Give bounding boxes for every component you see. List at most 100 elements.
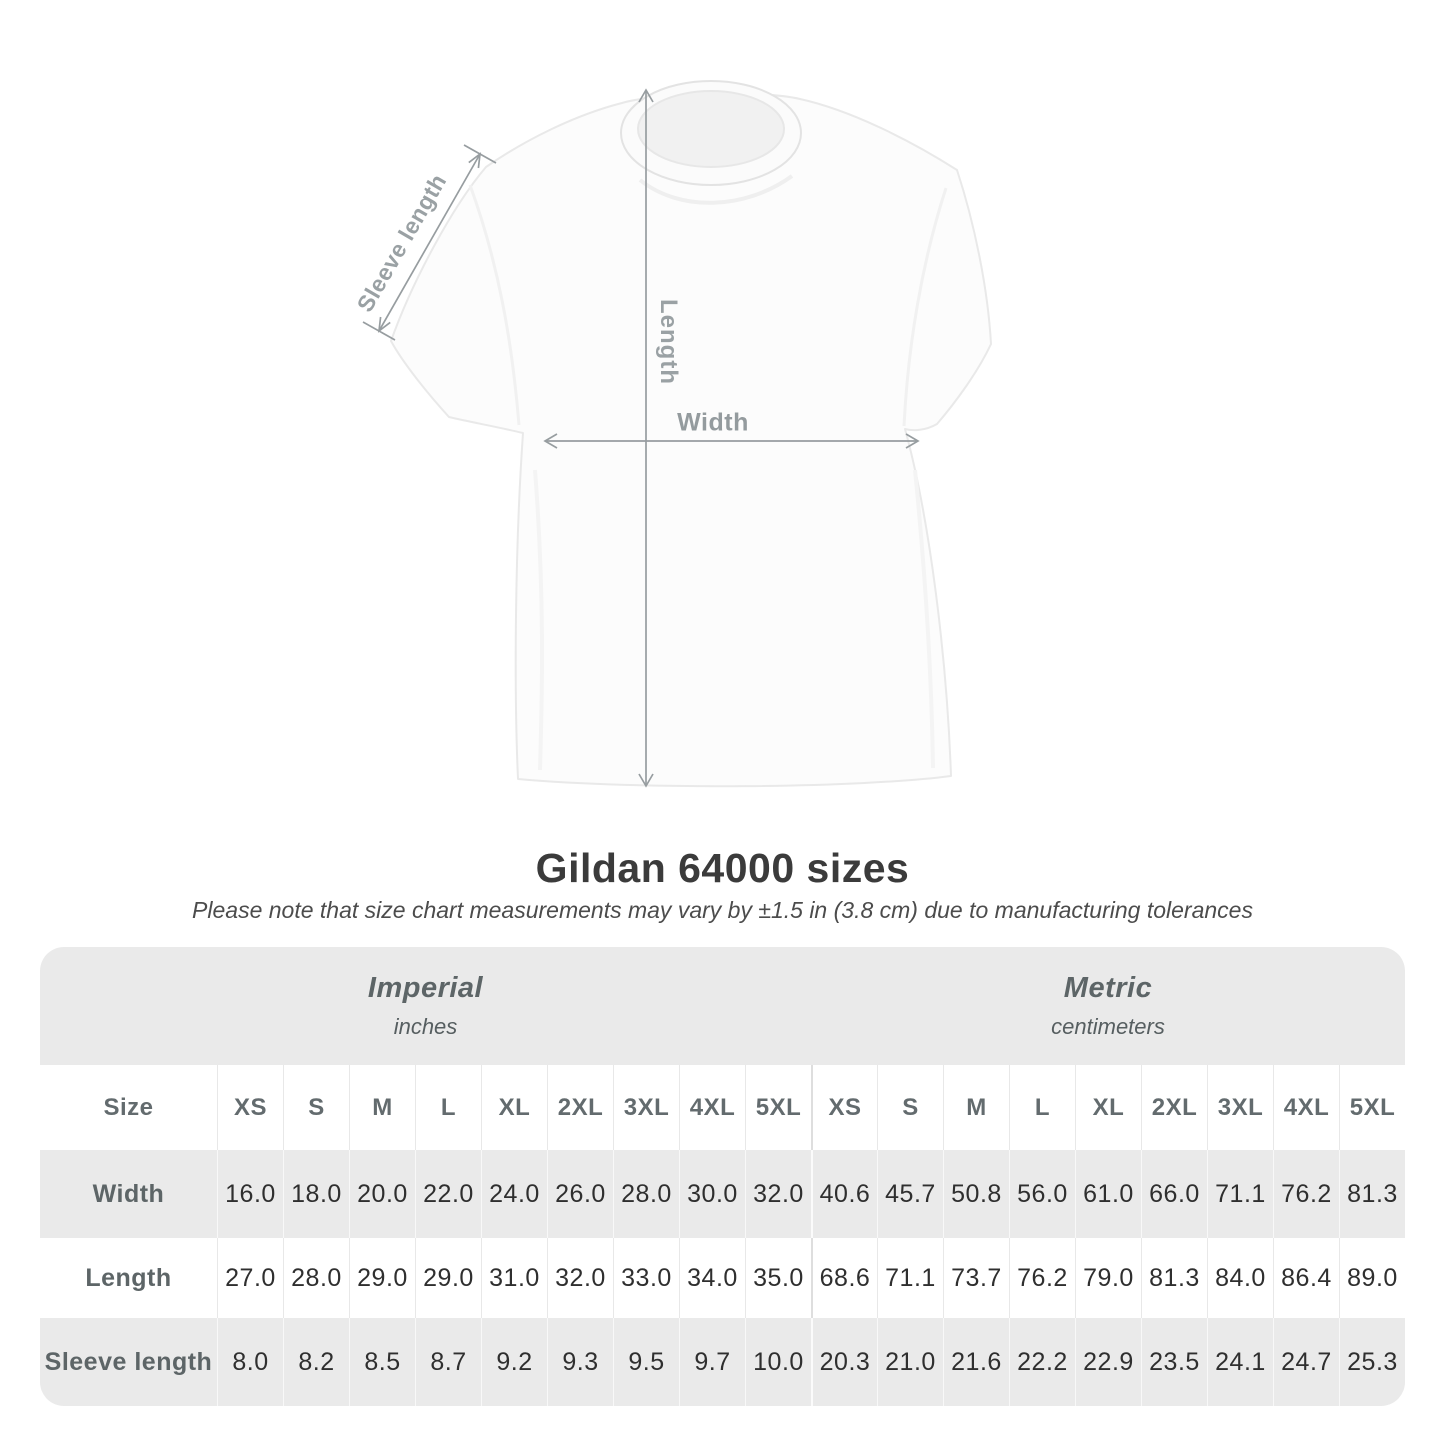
tolerance-note: Please note that size chart measurements… [192,897,1253,923]
size-column-header: Size [40,1065,217,1150]
measurement-value-metric: 40.6 [811,1150,877,1238]
measurement-value-metric: 84.0 [1207,1238,1273,1318]
size-header-imperial-5xl: 5XL [745,1065,811,1150]
measurement-value-imperial: 16.0 [217,1150,283,1238]
sleeve-tick-bottom [362,321,396,341]
page-title: Gildan 64000 sizes [535,845,910,891]
measurement-value-imperial: 27.0 [217,1238,283,1318]
measurement-value-imperial: 24.0 [481,1150,547,1238]
measurement-value-imperial: 9.7 [679,1318,745,1406]
size-header-imperial-xl: XL [481,1065,547,1150]
measurement-value-imperial: 35.0 [745,1238,811,1318]
measurement-value-metric: 66.0 [1141,1150,1207,1238]
width-arrowhead-left [543,433,558,449]
measurement-value-metric: 86.4 [1273,1238,1339,1318]
measurement-value-metric: 79.0 [1075,1238,1141,1318]
measurement-value-metric: 24.1 [1207,1318,1273,1406]
size-header-imperial-m: M [349,1065,415,1150]
size-header-metric-3xl: 3XL [1207,1065,1273,1150]
measurement-value-imperial: 20.0 [349,1150,415,1238]
measurement-value-metric: 23.5 [1141,1318,1207,1406]
imperial-unit: inches [393,1014,458,1039]
measurement-value-metric: 50.8 [943,1150,1009,1238]
measurement-value-imperial: 29.0 [415,1238,481,1318]
measurement-value-metric: 45.7 [877,1150,943,1238]
measurement-value-imperial: 32.0 [547,1238,613,1318]
measurement-value-imperial: 8.0 [217,1318,283,1406]
measurement-value-metric: 22.9 [1075,1318,1141,1406]
measurement-value-metric: 25.3 [1339,1318,1405,1406]
imperial-header-group: Imperial inches [40,947,811,1065]
measurement-value-metric: 71.1 [1207,1150,1273,1238]
measurement-value-metric: 76.2 [1009,1238,1075,1318]
size-header-metric-l: L [1009,1065,1075,1150]
measurement-value-imperial: 32.0 [745,1150,811,1238]
length-arrowhead-top [638,88,654,103]
measurement-value-metric: 73.7 [943,1238,1009,1318]
measurement-arrows [362,88,920,788]
measurement-value-metric: 68.6 [811,1238,877,1318]
size-header-imperial-4xl: 4XL [679,1065,745,1150]
measurement-value-imperial: 34.0 [679,1238,745,1318]
metric-header-group: Metric centimeters [811,947,1405,1065]
collar-inner [637,90,785,168]
measurement-value-metric: 61.0 [1075,1150,1141,1238]
width-label: Width [677,408,749,437]
measurement-value-imperial: 8.5 [349,1318,415,1406]
measurement-value-metric: 81.3 [1339,1150,1405,1238]
measurement-value-metric: 21.6 [943,1318,1009,1406]
tshirt-body [390,92,992,788]
size-table: Imperial inches Metric centimeters Size X… [40,947,1405,1406]
size-header-imperial-l: L [415,1065,481,1150]
measurement-value-imperial: 31.0 [481,1238,547,1318]
imperial-title: Imperial [367,972,484,1004]
width-arrowhead-right [905,433,920,449]
size-header-metric-4xl: 4XL [1273,1065,1339,1150]
size-header-metric-xs: XS [811,1065,877,1150]
measurement-value-imperial: 10.0 [745,1318,811,1406]
measurement-value-imperial: 8.2 [283,1318,349,1406]
size-header-metric-m: M [943,1065,1009,1150]
measurement-value-metric: 21.0 [877,1318,943,1406]
length-arrowhead-bottom [638,773,654,788]
measurement-value-imperial: 9.2 [481,1318,547,1406]
measurement-value-imperial: 30.0 [679,1150,745,1238]
fabric-folds [468,174,948,771]
measurement-value-metric: 81.3 [1141,1238,1207,1318]
measurement-value-metric: 71.1 [877,1238,943,1318]
row-label: Length [40,1238,217,1318]
measurement-value-metric: 56.0 [1009,1150,1075,1238]
sleeve-arrowhead-bottom [377,316,391,333]
measurement-value-imperial: 8.7 [415,1318,481,1406]
tshirt-diagram: Sleeve length Length Width [352,80,992,788]
sleeve-arrowhead-top [468,152,482,169]
size-header-metric-s: S [877,1065,943,1150]
size-header-metric-xl: XL [1075,1065,1141,1150]
size-header-imperial-2xl: 2XL [547,1065,613,1150]
size-header-metric-5xl: 5XL [1339,1065,1405,1150]
length-label: Length [655,299,682,385]
row-label: Width [40,1150,217,1238]
size-header-metric-2xl: 2XL [1141,1065,1207,1150]
measurement-value-metric: 22.2 [1009,1318,1075,1406]
metric-unit: centimeters [1051,1014,1165,1039]
size-header-imperial-xs: XS [217,1065,283,1150]
measurement-value-imperial: 22.0 [415,1150,481,1238]
measurement-value-imperial: 18.0 [283,1150,349,1238]
size-header-imperial-s: S [283,1065,349,1150]
measurement-value-imperial: 29.0 [349,1238,415,1318]
tshirt-image [362,80,992,788]
size-header-imperial-3xl: 3XL [613,1065,679,1150]
measurement-value-imperial: 28.0 [283,1238,349,1318]
measurement-value-metric: 89.0 [1339,1238,1405,1318]
measurement-value-metric: 76.2 [1273,1150,1339,1238]
sleeve-line [378,153,481,332]
row-label: Sleeve length [40,1318,217,1406]
measurement-value-imperial: 9.5 [613,1318,679,1406]
measurement-value-imperial: 33.0 [613,1238,679,1318]
measurement-value-imperial: 26.0 [547,1150,613,1238]
measurement-value-metric: 24.7 [1273,1318,1339,1406]
measurement-value-metric: 20.3 [811,1318,877,1406]
measurement-value-imperial: 9.3 [547,1318,613,1406]
